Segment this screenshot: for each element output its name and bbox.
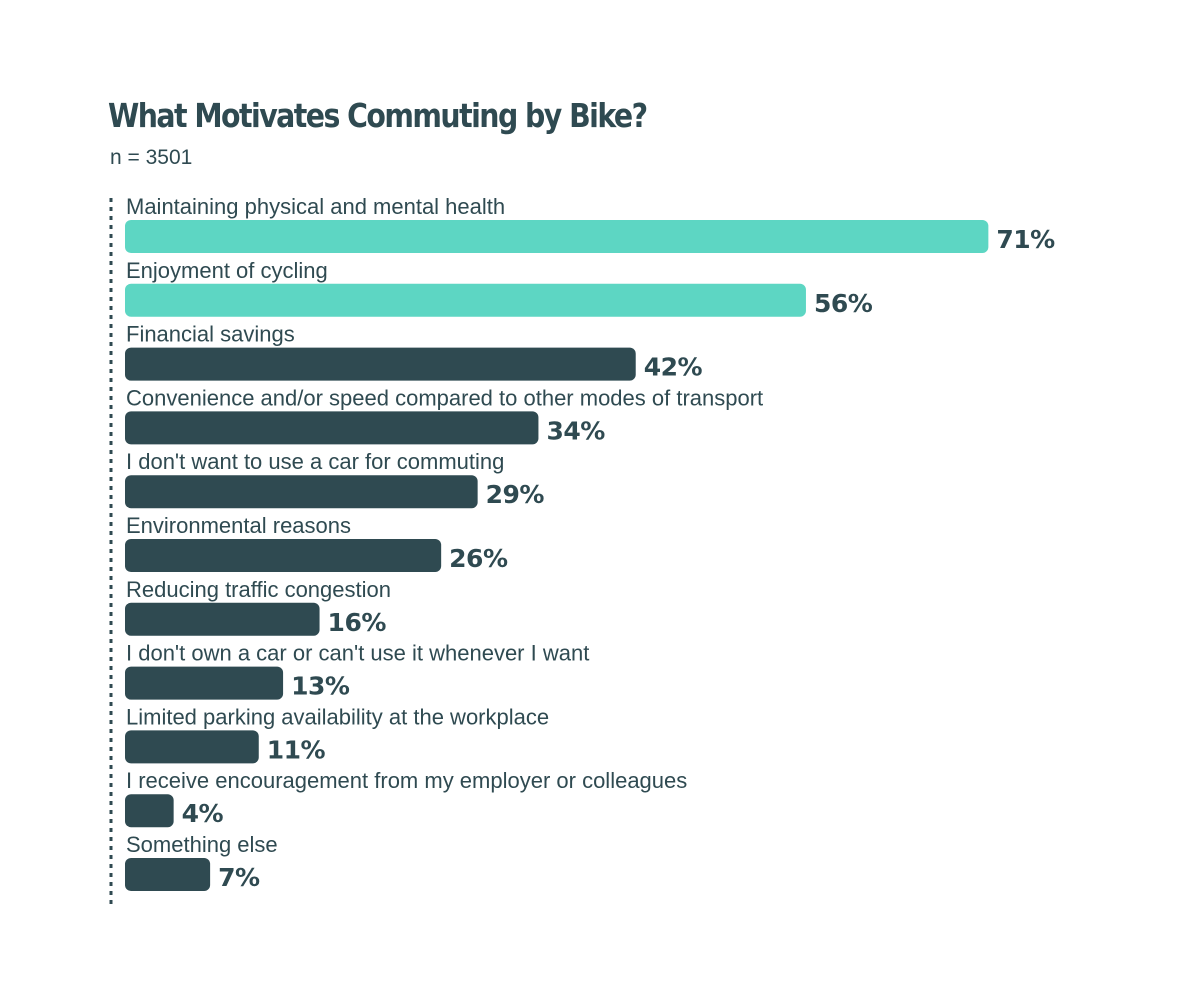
value-label: 11% — [267, 735, 326, 764]
value-label: 13% — [291, 672, 350, 701]
value-label: 7% — [218, 863, 260, 892]
category-label: Limited parking availability at the work… — [126, 704, 549, 729]
category-label: Financial savings — [126, 322, 295, 347]
category-label: Reducing traffic congestion — [126, 577, 391, 602]
category-label: Maintaining physical and mental health — [126, 194, 505, 219]
value-label: 26% — [449, 544, 508, 573]
bar — [125, 220, 989, 253]
category-label: Enjoyment of cycling — [126, 258, 328, 283]
category-label: Environmental reasons — [126, 513, 351, 538]
value-label: 16% — [328, 608, 387, 637]
category-label: I don't own a car or can't use it whenev… — [126, 641, 589, 666]
bar — [125, 411, 539, 445]
bar — [125, 794, 174, 828]
bar — [125, 475, 478, 509]
bar — [125, 602, 320, 636]
category-label: I don't want to use a car for commuting — [126, 449, 504, 474]
bars-group: Maintaining physical and mental health 71… — [125, 194, 1056, 892]
chart-subtitle: n = 3501 — [110, 146, 193, 169]
bar — [125, 730, 259, 764]
value-label: 34% — [546, 416, 605, 445]
bar — [125, 283, 806, 317]
value-label: 4% — [182, 799, 224, 828]
chart-title: What Motivates Commuting by Bike? — [108, 96, 648, 135]
value-label: 42% — [644, 353, 703, 382]
category-label: Convenience and/or speed compared to oth… — [126, 385, 763, 410]
value-label: 29% — [486, 480, 545, 509]
bar — [125, 666, 284, 700]
value-label: 56% — [814, 289, 873, 318]
category-label: I receive encouragement from my employer… — [126, 768, 687, 793]
category-label: Something else — [126, 832, 278, 857]
bar — [125, 858, 211, 891]
bar — [125, 347, 636, 381]
bar — [125, 539, 442, 572]
value-label: 71% — [996, 225, 1055, 254]
